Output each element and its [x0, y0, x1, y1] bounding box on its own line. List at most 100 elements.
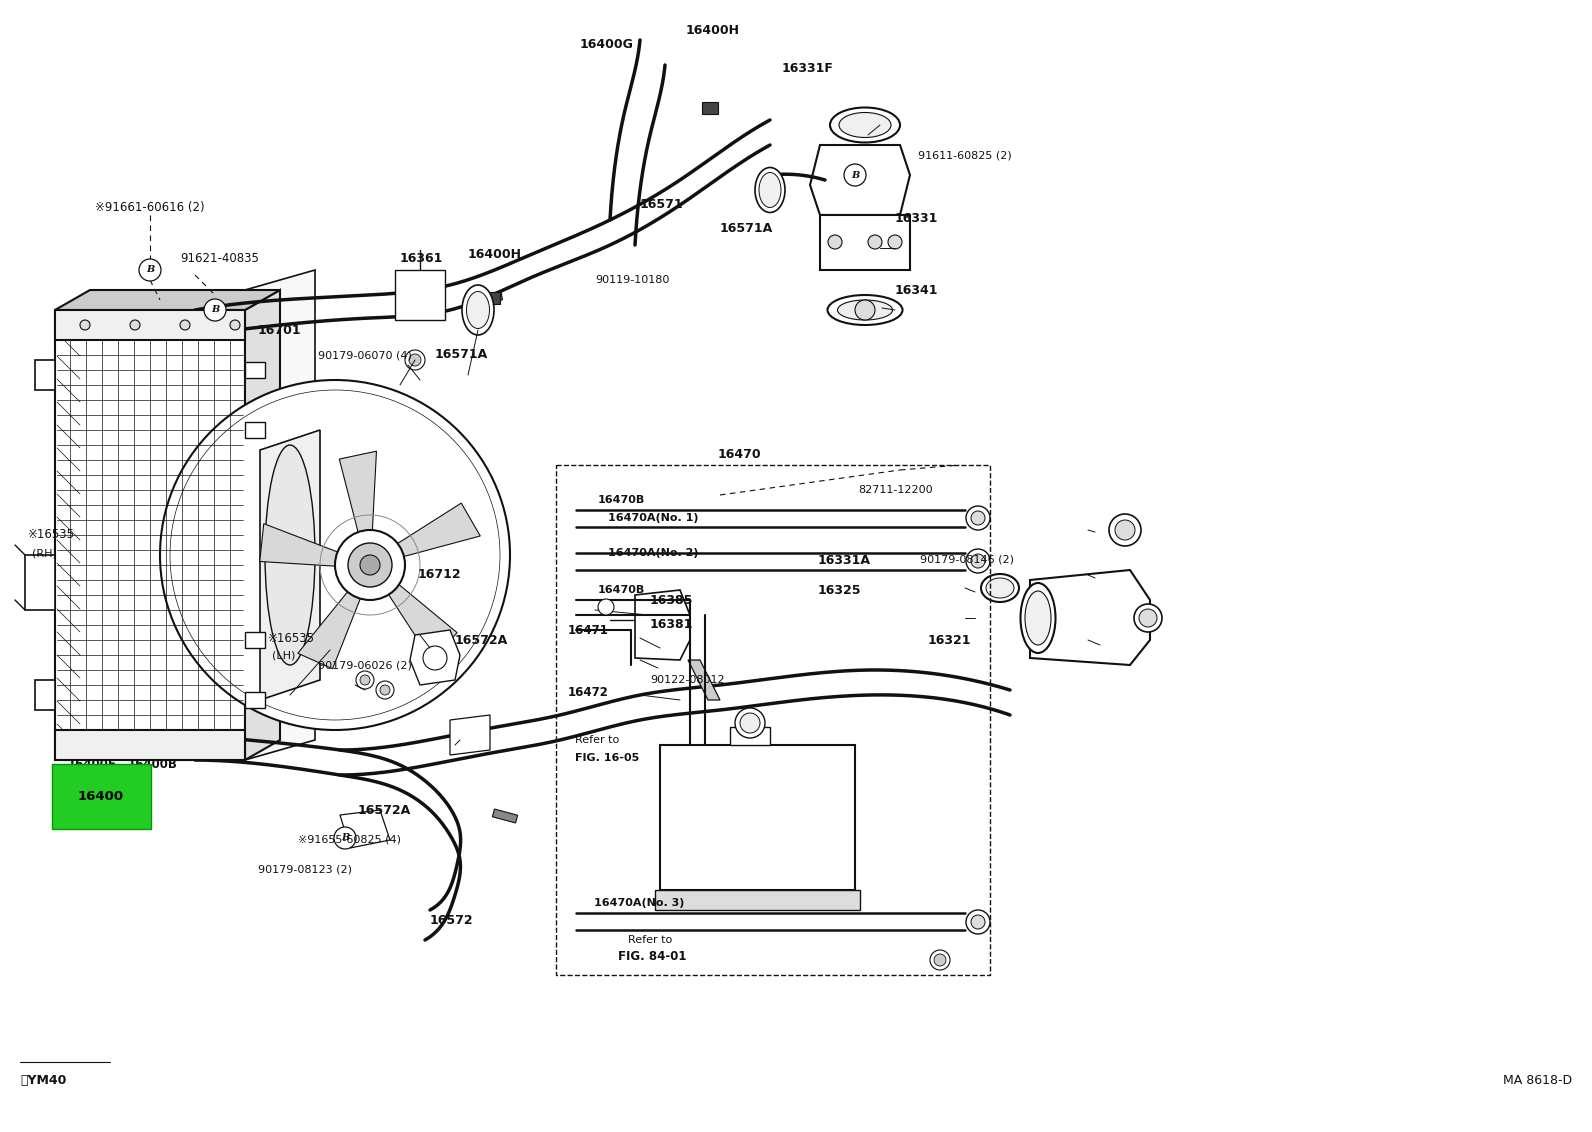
Ellipse shape [466, 292, 489, 328]
Text: 16470B: 16470B [599, 495, 645, 505]
Ellipse shape [1025, 591, 1051, 645]
Circle shape [80, 320, 91, 331]
Ellipse shape [985, 578, 1014, 598]
Text: 16400B: 16400B [127, 758, 178, 772]
Text: 16331F: 16331F [782, 61, 834, 75]
Text: 16470A(No. 2): 16470A(No. 2) [608, 548, 699, 558]
Text: 16572A: 16572A [455, 634, 508, 646]
Polygon shape [245, 290, 280, 760]
Circle shape [1110, 514, 1141, 546]
Circle shape [930, 950, 950, 970]
Circle shape [1138, 609, 1157, 627]
Text: 90179-08146 (2): 90179-08146 (2) [920, 555, 1014, 565]
Text: 16470: 16470 [718, 448, 761, 462]
Polygon shape [478, 292, 503, 305]
Polygon shape [484, 292, 500, 305]
Polygon shape [56, 310, 245, 340]
Ellipse shape [829, 108, 899, 143]
Text: 16331: 16331 [895, 212, 938, 224]
Text: 16325: 16325 [818, 583, 861, 597]
Polygon shape [259, 430, 320, 700]
Polygon shape [245, 692, 264, 708]
Text: B: B [850, 171, 860, 180]
Circle shape [828, 235, 842, 249]
Ellipse shape [1020, 583, 1055, 653]
Polygon shape [341, 811, 390, 848]
Text: 16385: 16385 [650, 593, 694, 607]
Text: ※16535: ※16535 [29, 529, 75, 541]
Text: 16331A: 16331A [818, 554, 871, 566]
Text: 16470B: 16470B [599, 585, 645, 595]
Circle shape [360, 675, 369, 685]
Polygon shape [702, 102, 718, 114]
Text: 16400F: 16400F [68, 758, 116, 772]
Circle shape [844, 164, 866, 186]
Polygon shape [245, 422, 264, 438]
Circle shape [180, 320, 189, 331]
Polygon shape [635, 590, 689, 660]
Circle shape [855, 300, 876, 320]
Polygon shape [731, 727, 771, 745]
Circle shape [334, 827, 357, 849]
Circle shape [131, 320, 140, 331]
Text: 16571A: 16571A [720, 222, 774, 234]
Text: 16572A: 16572A [358, 804, 411, 816]
Text: 16572: 16572 [430, 914, 474, 926]
Text: FIG. 84-01: FIG. 84-01 [618, 951, 686, 963]
Circle shape [599, 599, 615, 615]
Text: 16400: 16400 [78, 790, 124, 803]
Text: FIG. 16-05: FIG. 16-05 [575, 753, 640, 763]
Polygon shape [245, 632, 264, 648]
Circle shape [357, 671, 374, 689]
Circle shape [888, 235, 903, 249]
Text: ※91655-60825 (4): ※91655-60825 (4) [298, 835, 401, 844]
Text: 16361: 16361 [400, 251, 444, 265]
Polygon shape [810, 145, 911, 215]
Circle shape [139, 259, 161, 281]
Circle shape [360, 555, 380, 575]
Text: 16400H: 16400H [468, 249, 522, 261]
Circle shape [966, 506, 990, 530]
Polygon shape [411, 631, 460, 685]
Circle shape [868, 235, 882, 249]
Circle shape [334, 530, 404, 600]
Polygon shape [492, 809, 517, 823]
Ellipse shape [759, 172, 782, 207]
Polygon shape [1030, 571, 1149, 664]
Ellipse shape [981, 574, 1019, 602]
Circle shape [161, 380, 509, 730]
Circle shape [349, 543, 392, 588]
Ellipse shape [264, 445, 315, 664]
Circle shape [376, 681, 393, 698]
Polygon shape [365, 557, 457, 661]
Polygon shape [259, 524, 379, 569]
Text: 16470A(No. 3): 16470A(No. 3) [594, 898, 685, 908]
Circle shape [971, 915, 985, 929]
Circle shape [380, 685, 390, 695]
Polygon shape [339, 452, 376, 575]
Circle shape [1134, 604, 1162, 632]
Polygon shape [688, 660, 720, 700]
Text: 16571A: 16571A [435, 349, 489, 361]
Text: 16470A(No. 1): 16470A(No. 1) [608, 513, 699, 523]
Polygon shape [25, 555, 56, 610]
Text: 来YM40: 来YM40 [21, 1073, 67, 1087]
Text: 16701: 16701 [258, 324, 301, 336]
Polygon shape [820, 215, 911, 271]
Text: 90179-08123 (2): 90179-08123 (2) [258, 865, 352, 875]
Polygon shape [298, 557, 377, 669]
Text: (LH): (LH) [272, 650, 296, 660]
Ellipse shape [755, 168, 785, 213]
Polygon shape [661, 745, 855, 890]
Text: 16712: 16712 [419, 568, 462, 582]
Text: B: B [146, 266, 154, 274]
Circle shape [971, 511, 985, 525]
Circle shape [971, 554, 985, 568]
Circle shape [404, 350, 425, 370]
Text: Refer to: Refer to [627, 935, 672, 945]
Text: 16381: 16381 [650, 618, 694, 632]
Text: MA 8618-D: MA 8618-D [1503, 1073, 1571, 1087]
Text: 90179-06026 (2): 90179-06026 (2) [318, 660, 412, 670]
Text: 16400G: 16400G [579, 38, 634, 51]
Circle shape [935, 954, 946, 966]
